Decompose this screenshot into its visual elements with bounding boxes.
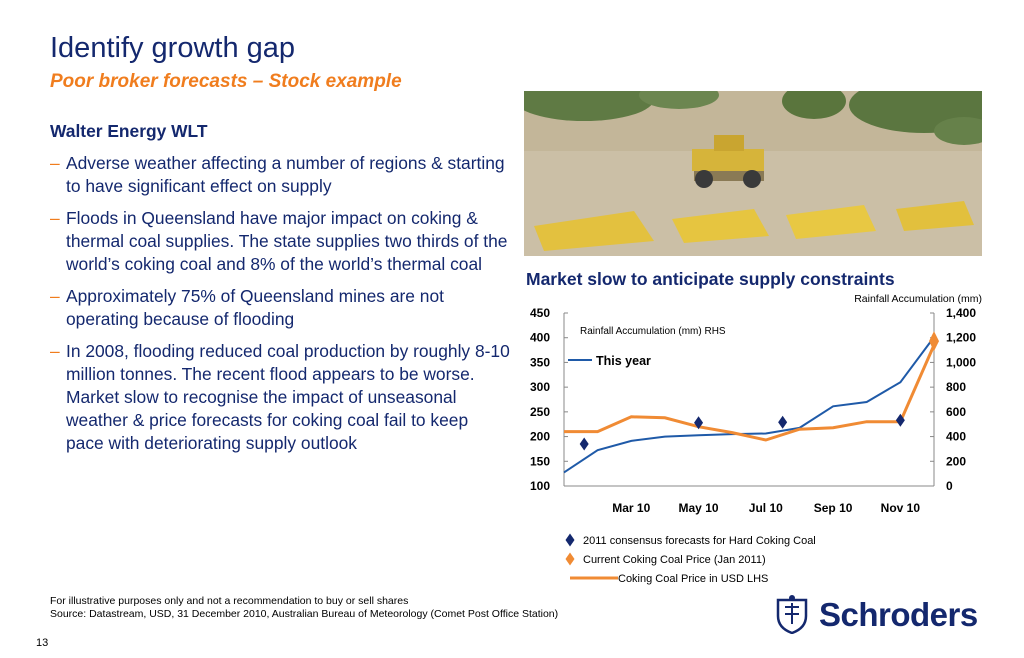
chart-title: Market slow to anticipate supply constra… (526, 269, 895, 289)
bullet-marker: – (50, 153, 60, 173)
right-axis-tick-label: 1,200 (946, 331, 976, 345)
current-price-markers (929, 331, 939, 352)
tree-cluster (639, 91, 719, 109)
right-axis-title: Rainfall Accumulation (mm) (854, 293, 982, 305)
bullet-item: – In 2008, flooding reduced coal product… (50, 340, 510, 455)
legend-diamond-icon (565, 533, 575, 547)
left-axis-tick-label: 350 (530, 355, 550, 369)
forecast-diamond-marker (778, 415, 788, 429)
haul-truck (692, 135, 764, 188)
bullet-marker: – (50, 286, 60, 306)
logo-wordmark: Schroders (819, 596, 978, 633)
left-axis-ticks: 450 400 350 300 250 200 150 100 (530, 306, 568, 493)
x-axis-tick-label: Sep 10 (814, 501, 853, 515)
right-axis-tick-label: 800 (946, 380, 966, 394)
dump-truck-tray (896, 201, 974, 231)
footnote: For illustrative purposes only and not a… (50, 595, 558, 621)
forecast-diamond-marker (579, 437, 589, 451)
dump-truck-tray (534, 211, 654, 251)
right-axis-tick-label: 200 (946, 454, 966, 468)
bullet-item: – Approximately 75% of Queensland mines … (50, 285, 510, 331)
crest-icon (776, 595, 808, 634)
x-axis-tick-label: Mar 10 (612, 501, 650, 515)
x-axis-ticks: Mar 10 May 10 Jul 10 Sep 10 Nov 10 (612, 501, 920, 515)
right-axis-ticks: 1,400 1,200 1,000 800 600 400 200 0 (930, 306, 976, 493)
right-axis-tick-label: 400 (946, 430, 966, 444)
tree-cluster (524, 91, 654, 121)
x-axis-tick-label: May 10 (679, 501, 719, 515)
coal-price-series-line (564, 344, 936, 442)
x-axis-tick-label: Jul 10 (749, 501, 783, 515)
legend-label: 2011 consensus forecasts for Hard Coking… (583, 535, 816, 547)
right-axis-tick-label: 600 (946, 405, 966, 419)
forecast-diamond-marker (895, 413, 905, 427)
tree-cluster (934, 117, 982, 145)
right-axis-tick-label: 1,400 (946, 306, 976, 320)
left-axis-tick-label: 300 (530, 380, 550, 394)
left-axis-tick-label: 150 (530, 454, 550, 468)
right-axis-tick-label: 0 (946, 479, 953, 493)
x-axis-tick-label: Nov 10 (881, 501, 921, 515)
forecast-markers (579, 413, 905, 451)
forecast-diamond-marker (694, 416, 704, 430)
legend-label: Coking Coal Price in USD LHS (618, 573, 768, 585)
rainfall-annotation: Rainfall Accumulation (mm) RHS (580, 326, 726, 337)
dump-truck-tray (672, 209, 769, 243)
slide-title: Identify growth gap (50, 32, 296, 64)
bullet-item: – Adverse weather affecting a number of … (50, 152, 510, 198)
company-heading: Walter Energy WLT (50, 121, 208, 141)
flooded-mine-photo (524, 91, 982, 256)
footnote-disclaimer: For illustrative purposes only and not a… (50, 595, 409, 607)
legend-label: Current Coking Coal Price (Jan 2011) (583, 554, 766, 566)
footnote-source: Source: Datastream, USD, 31 December 201… (50, 608, 559, 620)
flooded-mine-illustration (524, 91, 982, 256)
legend-label-this-year: This year (596, 354, 651, 368)
left-axis-tick-label: 250 (530, 405, 550, 419)
right-axis-tick-label: 1,000 (946, 355, 976, 369)
rainfall-series-line (563, 336, 935, 474)
slide-subtitle: Poor broker forecasts – Stock example (50, 71, 402, 92)
left-axis-tick-label: 100 (530, 479, 550, 493)
left-axis-tick-label: 450 (530, 306, 550, 320)
text-column: Walter Energy WLT – Adverse weather affe… (50, 120, 510, 464)
left-axis-tick-label: 400 (530, 331, 550, 345)
tree-cluster (782, 91, 846, 119)
legend-diamond-icon (565, 552, 575, 566)
bullet-marker: – (50, 208, 60, 228)
bullet-marker: – (50, 341, 60, 361)
bullet-text: Adverse weather affecting a number of re… (66, 153, 505, 196)
schroders-logo: Schroders (773, 594, 983, 634)
bullet-text: In 2008, flooding reduced coal productio… (66, 341, 510, 453)
page-number: 13 (36, 637, 49, 649)
bullet-text: Floods in Queensland have major impact o… (66, 208, 508, 274)
bullet-text: Approximately 75% of Queensland mines ar… (66, 286, 444, 329)
left-axis-tick-label: 200 (530, 430, 550, 444)
bullet-item: – Floods in Queensland have major impact… (50, 207, 510, 276)
chart-legend: 2011 consensus forecasts for Hard Coking… (565, 533, 816, 585)
dump-truck-tray (786, 205, 876, 239)
coal-price-rainfall-chart: Rainfall Accumulation (mm) 450 400 350 300 2… (530, 293, 982, 585)
current-price-diamond-marker (929, 331, 939, 352)
